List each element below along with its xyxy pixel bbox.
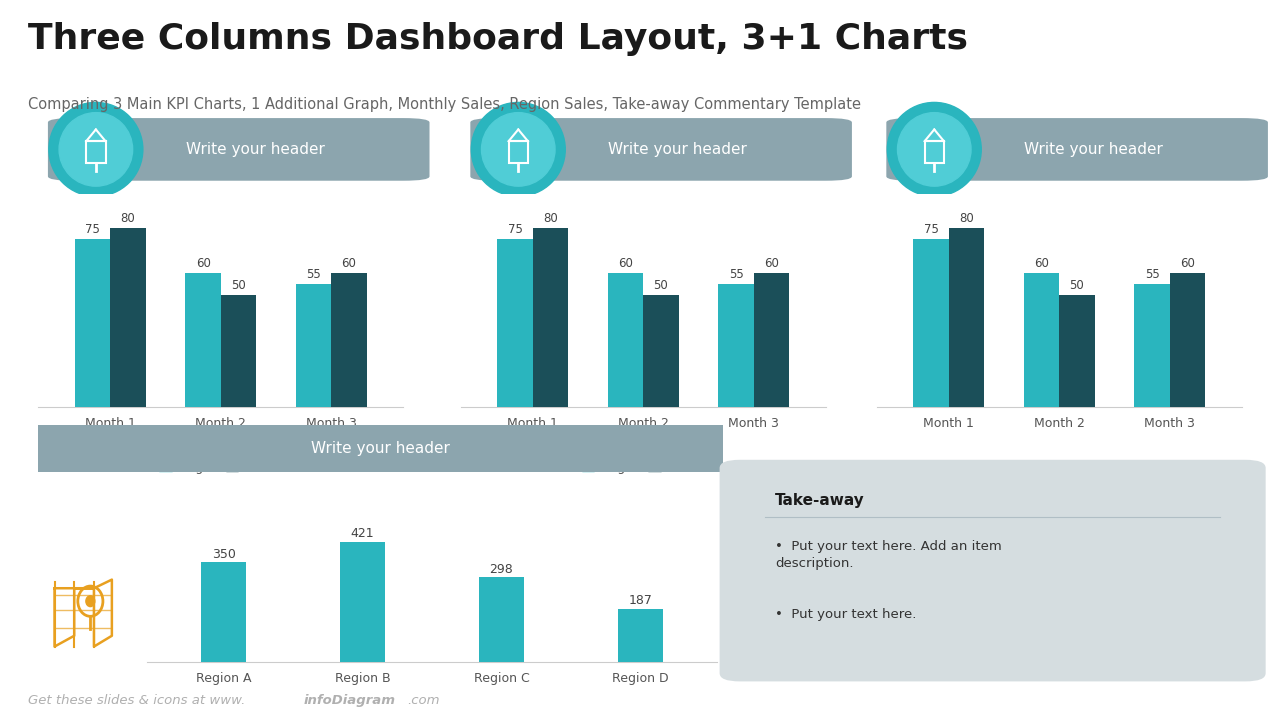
Text: 80: 80: [543, 212, 558, 225]
Bar: [948, 228, 984, 407]
Text: 50: 50: [654, 279, 668, 292]
Legend: Target, Actual: Target, Actual: [992, 456, 1126, 479]
Bar: [618, 609, 663, 662]
Circle shape: [49, 102, 143, 197]
FancyBboxPatch shape: [886, 118, 1268, 181]
Text: Write your header: Write your header: [186, 142, 325, 157]
Circle shape: [471, 102, 566, 197]
Text: 75: 75: [924, 223, 938, 236]
FancyBboxPatch shape: [719, 460, 1266, 681]
Text: 60: 60: [764, 257, 778, 270]
Text: •  Put your text here.: • Put your text here.: [776, 608, 916, 621]
Bar: [332, 273, 366, 407]
FancyBboxPatch shape: [0, 421, 778, 475]
Text: Get these slides & icons at www.: Get these slides & icons at www.: [28, 694, 246, 707]
Text: 75: 75: [86, 223, 100, 236]
Circle shape: [481, 112, 556, 186]
Bar: [201, 562, 246, 662]
Text: infoDiagram: infoDiagram: [303, 694, 396, 707]
Text: 60: 60: [618, 257, 632, 270]
Text: 80: 80: [120, 212, 136, 225]
Bar: [718, 284, 754, 407]
Bar: [186, 273, 220, 407]
Legend: Target, Actual: Target, Actual: [154, 456, 288, 479]
Bar: [608, 273, 643, 407]
Bar: [924, 141, 943, 163]
Bar: [508, 141, 527, 163]
Text: Write your header: Write your header: [1024, 142, 1164, 157]
FancyBboxPatch shape: [470, 118, 852, 181]
Circle shape: [897, 112, 972, 186]
Bar: [1024, 273, 1060, 407]
Bar: [532, 228, 568, 407]
Legend: Target, Actual: Target, Actual: [576, 456, 710, 479]
Text: Three Columns Dashboard Layout, 3+1 Charts: Three Columns Dashboard Layout, 3+1 Char…: [28, 22, 968, 55]
Text: 50: 50: [232, 279, 246, 292]
Bar: [74, 239, 110, 407]
Bar: [1134, 284, 1170, 407]
Text: 350: 350: [211, 548, 236, 561]
Text: 55: 55: [728, 268, 744, 281]
Bar: [754, 273, 788, 407]
Text: Write your header: Write your header: [311, 441, 451, 456]
Text: 60: 60: [1034, 257, 1048, 270]
FancyBboxPatch shape: [47, 118, 430, 181]
Text: •  Put your text here. Add an item
description.: • Put your text here. Add an item descri…: [776, 540, 1002, 570]
Text: 298: 298: [489, 562, 513, 575]
Circle shape: [887, 102, 982, 197]
Text: 421: 421: [351, 527, 374, 540]
Bar: [1060, 295, 1094, 407]
Text: 55: 55: [1144, 268, 1160, 281]
Text: 60: 60: [342, 257, 356, 270]
Text: Write your header: Write your header: [608, 142, 748, 157]
Bar: [86, 141, 105, 163]
Text: .com: .com: [407, 694, 439, 707]
Bar: [1170, 273, 1206, 407]
Circle shape: [86, 596, 95, 606]
Bar: [220, 295, 256, 407]
Text: 60: 60: [1180, 257, 1194, 270]
Text: Comparing 3 Main KPI Charts, 1 Additional Graph, Monthly Sales, Region Sales, Ta: Comparing 3 Main KPI Charts, 1 Additiona…: [28, 97, 861, 112]
Text: Take-away: Take-away: [776, 492, 865, 508]
Text: 187: 187: [628, 595, 653, 608]
Text: 60: 60: [196, 257, 210, 270]
Circle shape: [59, 112, 133, 186]
Text: 55: 55: [306, 268, 321, 281]
Text: 80: 80: [959, 212, 974, 225]
Text: 50: 50: [1070, 279, 1084, 292]
Bar: [110, 228, 146, 407]
Bar: [340, 541, 385, 662]
Bar: [644, 295, 678, 407]
Text: 75: 75: [508, 223, 522, 236]
Bar: [497, 239, 532, 407]
Bar: [479, 577, 524, 662]
Bar: [914, 239, 948, 407]
Bar: [296, 284, 332, 407]
